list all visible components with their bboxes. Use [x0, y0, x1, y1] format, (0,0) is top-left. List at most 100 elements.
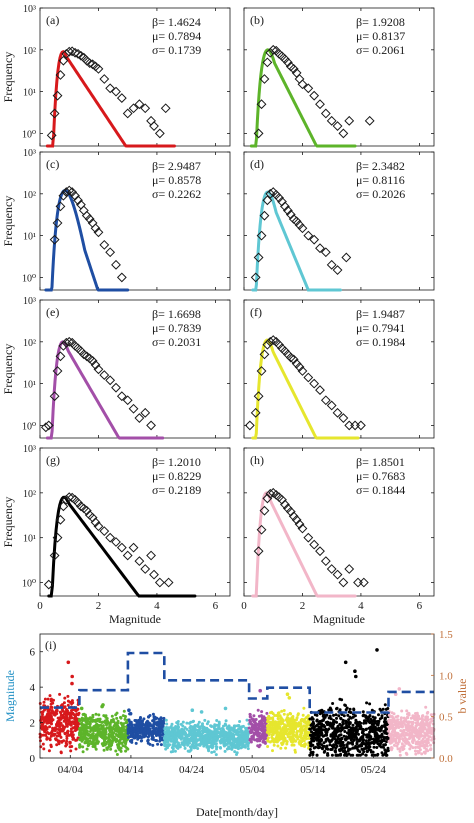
magnitude-point — [311, 753, 315, 757]
magnitude-point — [348, 707, 352, 711]
magnitude-point — [365, 742, 369, 746]
data-point — [285, 209, 296, 220]
magnitude-point — [381, 753, 385, 757]
magnitude-point — [396, 731, 400, 735]
magnitude-point — [391, 726, 395, 730]
magnitude-point — [122, 722, 125, 726]
magnitude-point — [120, 729, 124, 733]
magnitude-point — [358, 726, 362, 730]
magnitude-point — [240, 732, 244, 736]
magnitude-point — [301, 713, 305, 717]
magnitude-point — [309, 744, 313, 748]
magnitude-point — [177, 725, 180, 729]
magnitude-point — [208, 731, 212, 734]
data-point — [111, 86, 121, 97]
magnitude-point — [81, 745, 85, 749]
magnitude-point — [267, 714, 271, 718]
magnitude-point — [212, 750, 216, 754]
data-point — [46, 130, 57, 141]
magnitude-point — [401, 721, 405, 725]
data-point — [253, 391, 264, 402]
magnitude-point — [373, 717, 377, 720]
y-axis-label: Frequency — [1, 344, 15, 395]
magnitude-point — [258, 743, 262, 747]
magnitude-scatter — [38, 648, 436, 757]
magnitude-point — [91, 713, 95, 717]
magnitude-point — [127, 728, 131, 732]
magnitude-point — [386, 707, 390, 710]
magnitude-point — [214, 753, 218, 757]
y-axis-label: Frequency — [1, 52, 15, 103]
data-point — [99, 526, 110, 537]
data-point — [297, 223, 308, 234]
magnitude-point — [425, 738, 429, 741]
magnitude-point — [108, 738, 112, 742]
magnitude-point — [43, 697, 47, 701]
magnitude-point — [266, 745, 270, 748]
data-point — [280, 346, 290, 356]
magnitude-point — [390, 715, 394, 718]
magnitude-point — [288, 731, 292, 734]
magnitude-point — [311, 735, 315, 739]
data-point — [297, 79, 308, 90]
magnitude-point — [198, 727, 202, 731]
magnitude-point — [118, 739, 122, 742]
magnitude-point — [312, 728, 316, 732]
magnitude-point — [378, 743, 381, 747]
magnitude-point — [242, 744, 246, 748]
data-point — [105, 532, 116, 543]
magnitude-point — [270, 722, 273, 726]
magnitude-point — [405, 709, 409, 713]
magnitude-point — [199, 710, 204, 714]
magnitude-point — [306, 714, 310, 718]
data-point — [320, 556, 331, 567]
magnitude-point — [298, 729, 302, 733]
data-point — [326, 400, 337, 411]
magnitude-point — [229, 726, 233, 730]
magnitude-point — [197, 734, 201, 738]
magnitude-point — [113, 722, 117, 726]
magnitude-point — [296, 712, 300, 716]
magnitude-point — [105, 723, 108, 727]
magnitude-point — [367, 738, 371, 742]
magnitude-point — [328, 743, 332, 747]
magnitude-point — [345, 706, 349, 710]
magnitude-point — [423, 731, 427, 735]
magnitude-point — [420, 744, 424, 748]
magnitude-point — [364, 714, 368, 718]
magnitude-point — [302, 706, 306, 710]
magnitude-point — [308, 748, 312, 751]
y-tick-label: 10³ — [23, 148, 36, 159]
data-point — [55, 70, 66, 80]
magnitude-point — [71, 735, 74, 739]
panel-b-frame — [243, 7, 435, 147]
data-point — [43, 579, 54, 590]
magnitude-point — [382, 739, 386, 743]
magnitude-point — [155, 739, 159, 743]
panel-c-frame — [39, 151, 231, 291]
magnitude-point — [261, 736, 265, 740]
magnitude-point — [156, 742, 160, 746]
data-point — [259, 74, 270, 84]
magnitude-point — [405, 715, 409, 719]
magnitude-point — [52, 698, 55, 702]
magnitude-point — [204, 741, 208, 745]
magnitude-point — [329, 733, 333, 737]
magnitude-point — [114, 713, 118, 717]
magnitude-point — [41, 742, 45, 746]
magnitude-point — [136, 721, 140, 725]
magnitude-point — [45, 721, 49, 725]
magnitude-point — [291, 733, 295, 737]
magnitude-point — [123, 728, 126, 731]
magnitude-point — [164, 733, 168, 737]
magnitude-point — [106, 719, 109, 723]
magnitude-point — [85, 732, 89, 736]
magnitude-point — [167, 733, 171, 737]
magnitude-point — [407, 725, 411, 729]
data-point — [70, 47, 80, 58]
magnitude-point — [392, 717, 396, 721]
y-axis-label: Frequency — [1, 196, 15, 247]
magnitude-point — [129, 739, 133, 743]
data-point — [84, 214, 95, 224]
magnitude-point — [339, 726, 342, 730]
